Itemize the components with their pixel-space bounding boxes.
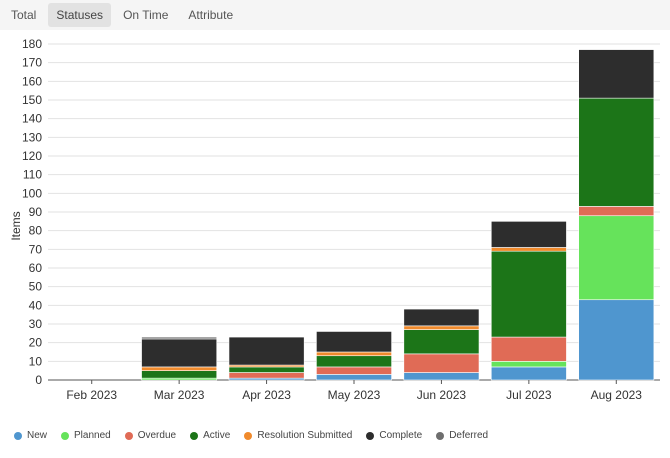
legend-item-overdue[interactable]: Overdue (124, 430, 177, 441)
y-tick-label: 90 (29, 205, 43, 219)
x-tick-label: Feb 2023 (66, 388, 117, 402)
y-tick-label: 150 (22, 93, 42, 107)
legend-swatch (190, 431, 199, 440)
legend-item-deferred[interactable]: Deferred (436, 430, 488, 441)
bar-segment-resolution-submitted[interactable] (141, 366, 218, 371)
y-tick-label: 0 (35, 373, 42, 387)
bar-segment-active[interactable] (403, 329, 480, 355)
grid-lines (48, 43, 660, 381)
bar-segment-complete[interactable] (228, 336, 305, 366)
y-tick-label: 80 (29, 224, 43, 238)
bar-segment-planned[interactable] (490, 361, 567, 368)
y-tick-label: 110 (23, 168, 42, 182)
legend-swatch (436, 431, 445, 440)
legend-label: Overdue (137, 430, 177, 441)
y-tick-label: 40 (29, 298, 43, 312)
legend-label: Planned (74, 430, 111, 441)
bar-segment-active[interactable] (316, 355, 392, 368)
tab-statuses[interactable]: Statuses (48, 3, 112, 27)
bar-segment-complete[interactable] (403, 308, 480, 327)
bar-segment-complete[interactable] (316, 331, 392, 353)
legend-swatch (14, 431, 22, 440)
y-tick-label: 120 (22, 149, 42, 163)
legend-swatch (124, 431, 133, 440)
legend-label: New (27, 430, 48, 441)
legend-label: Deferred (449, 430, 489, 441)
y-tick-label: 170 (22, 56, 42, 70)
legend-swatch (366, 431, 375, 440)
legend-label: Active (203, 430, 231, 441)
bar-segment-overdue[interactable] (490, 336, 567, 362)
legend-label: Resolution Submitted (257, 430, 353, 441)
tab-total[interactable]: Total (11, 8, 37, 22)
y-axis-ticks: 0 10 20 30 40 50 60 70 80 90 100 110 120 130 140 150 160… (22, 37, 42, 387)
bar-segment-complete[interactable] (141, 338, 218, 368)
bar-segment-resolution-submitted[interactable] (403, 325, 480, 330)
y-tick-label: 130 (22, 130, 42, 144)
legend-swatch (244, 431, 253, 440)
y-tick-label: 100 (22, 186, 42, 200)
tab-attribute[interactable]: Attribute (188, 8, 234, 22)
bar-segment-resolution-submitted[interactable] (316, 351, 392, 357)
y-tick-label: 70 (29, 242, 43, 256)
x-tick-label: Jun 2023 (417, 388, 467, 402)
bar-segment-complete[interactable] (578, 49, 655, 99)
bar-segment-active[interactable] (141, 370, 218, 379)
bar-segment-new[interactable] (316, 374, 392, 381)
y-tick-label: 50 (29, 280, 43, 294)
stacked-bar-chart: 0 10 20 30 40 50 60 70 80 90 100 110 120 130 140 150 160… (9, 37, 660, 402)
bar-segment-active[interactable] (228, 366, 305, 373)
x-tick-label: Apr 2023 (242, 388, 291, 402)
y-tick-label: 30 (29, 317, 43, 331)
y-tick-label: 10 (29, 354, 43, 368)
bar-segment-complete[interactable] (490, 221, 567, 248)
bar-segment-resolution-submitted[interactable] (490, 247, 567, 252)
bar-segment-planned[interactable] (578, 215, 655, 301)
bar-segment-overdue[interactable] (228, 372, 305, 379)
legend-item-complete[interactable]: Complete (366, 430, 422, 441)
x-tick-label: Mar 2023 (154, 388, 205, 402)
x-axis-ticks: Feb 2023 Mar 2023 Apr 2023 May 2023 Jun 2023… (66, 380, 642, 402)
y-tick-label: 60 (29, 261, 43, 275)
toolbar: Total Statuses On Time Attribute (0, 0, 670, 30)
chart-legend: New Planned Overdue Active Resolution Submit… (14, 430, 502, 441)
x-tick-label: May 2023 (328, 388, 381, 402)
bar-segment-active[interactable] (578, 97, 655, 207)
bar-segment-new[interactable] (490, 366, 567, 381)
bar-segment-deferred[interactable] (141, 336, 218, 340)
bars (141, 49, 655, 381)
legend-item-active[interactable]: Active (190, 430, 230, 441)
bar-segment-overdue[interactable] (316, 366, 392, 375)
bar-segment-overdue[interactable] (403, 353, 480, 373)
bar-segment-new[interactable] (578, 299, 655, 381)
bar-segment-overdue[interactable] (578, 206, 655, 217)
legend-item-planned[interactable]: Planned (61, 430, 111, 441)
y-tick-label: 180 (22, 37, 42, 51)
chart-view-tabs: Total Statuses On Time Attribute (0, 0, 670, 30)
legend-swatch (61, 431, 70, 440)
legend-item-new[interactable]: New (14, 430, 47, 441)
y-tick-label: 160 (22, 74, 42, 88)
y-tick-label: 140 (22, 112, 42, 126)
x-tick-label: Aug 2023 (591, 388, 643, 402)
x-tick-label: Jul 2023 (506, 388, 552, 402)
bar-segment-new[interactable] (403, 372, 480, 381)
tab-on-time[interactable]: On Time (123, 8, 169, 22)
legend-item-resolution-submitted[interactable]: Resolution Submitted (244, 430, 352, 441)
bar-segment-active[interactable] (490, 250, 567, 338)
y-axis-label: Items (9, 211, 23, 240)
legend-label: Complete (379, 430, 423, 441)
y-tick-label: 20 (29, 336, 43, 350)
